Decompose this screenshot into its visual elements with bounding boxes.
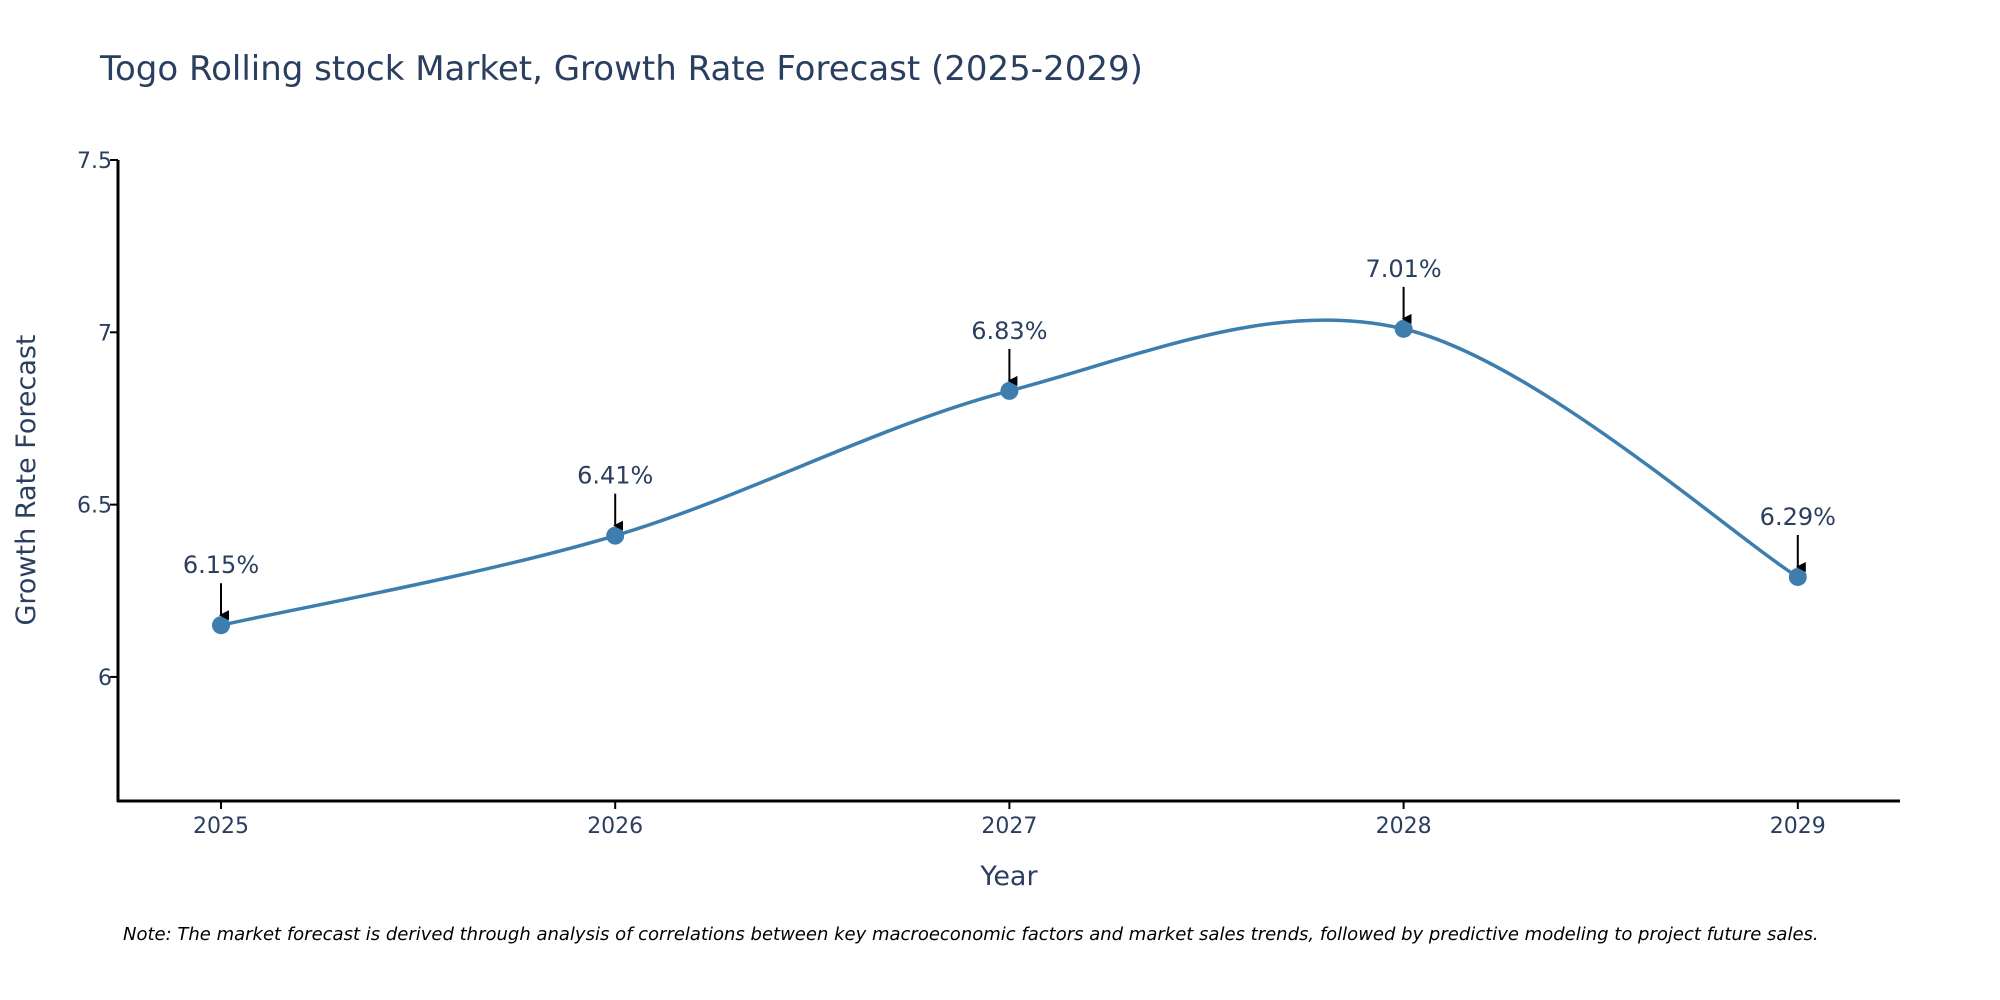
data-label: 6.29% — [1760, 503, 1836, 531]
data-point-2027 — [1000, 381, 1019, 400]
data-label: 6.83% — [971, 317, 1047, 345]
x-tick-label: 2027 — [981, 814, 1037, 839]
data-annotations: 6.15% 6.41% 6.83% 7.01% 6.29% — [183, 255, 1836, 621]
y-tick-label: 7.5 — [77, 149, 112, 174]
data-label: 7.01% — [1365, 255, 1441, 283]
y-tick-label: 6.5 — [77, 494, 112, 519]
data-point-2026 — [606, 526, 625, 545]
data-label: 6.15% — [183, 551, 259, 579]
y-axis-ticks: 6 6.5 7 7.5 — [77, 149, 118, 691]
x-tick-label: 2026 — [587, 814, 643, 839]
x-axis-ticks: 2025 2026 2027 2028 2029 — [193, 801, 1826, 839]
data-markers — [212, 319, 1807, 635]
y-axis-title: Growth Rate Forecast — [11, 334, 42, 625]
data-label: 6.41% — [577, 462, 653, 490]
x-tick-label: 2025 — [193, 814, 249, 839]
x-tick-label: 2029 — [1770, 814, 1826, 839]
data-point-2028 — [1394, 319, 1413, 338]
y-tick-label: 6 — [98, 666, 112, 691]
footnote: Note: The market forecast is derived thr… — [123, 924, 1819, 945]
data-point-2029 — [1788, 567, 1807, 586]
x-tick-label: 2028 — [1376, 814, 1432, 839]
chart-title: Togo Rolling stock Market, Growth Rate F… — [99, 49, 1143, 89]
x-axis-title: Year — [979, 861, 1038, 892]
data-point-2025 — [212, 616, 230, 635]
y-tick-label: 7 — [98, 321, 112, 346]
